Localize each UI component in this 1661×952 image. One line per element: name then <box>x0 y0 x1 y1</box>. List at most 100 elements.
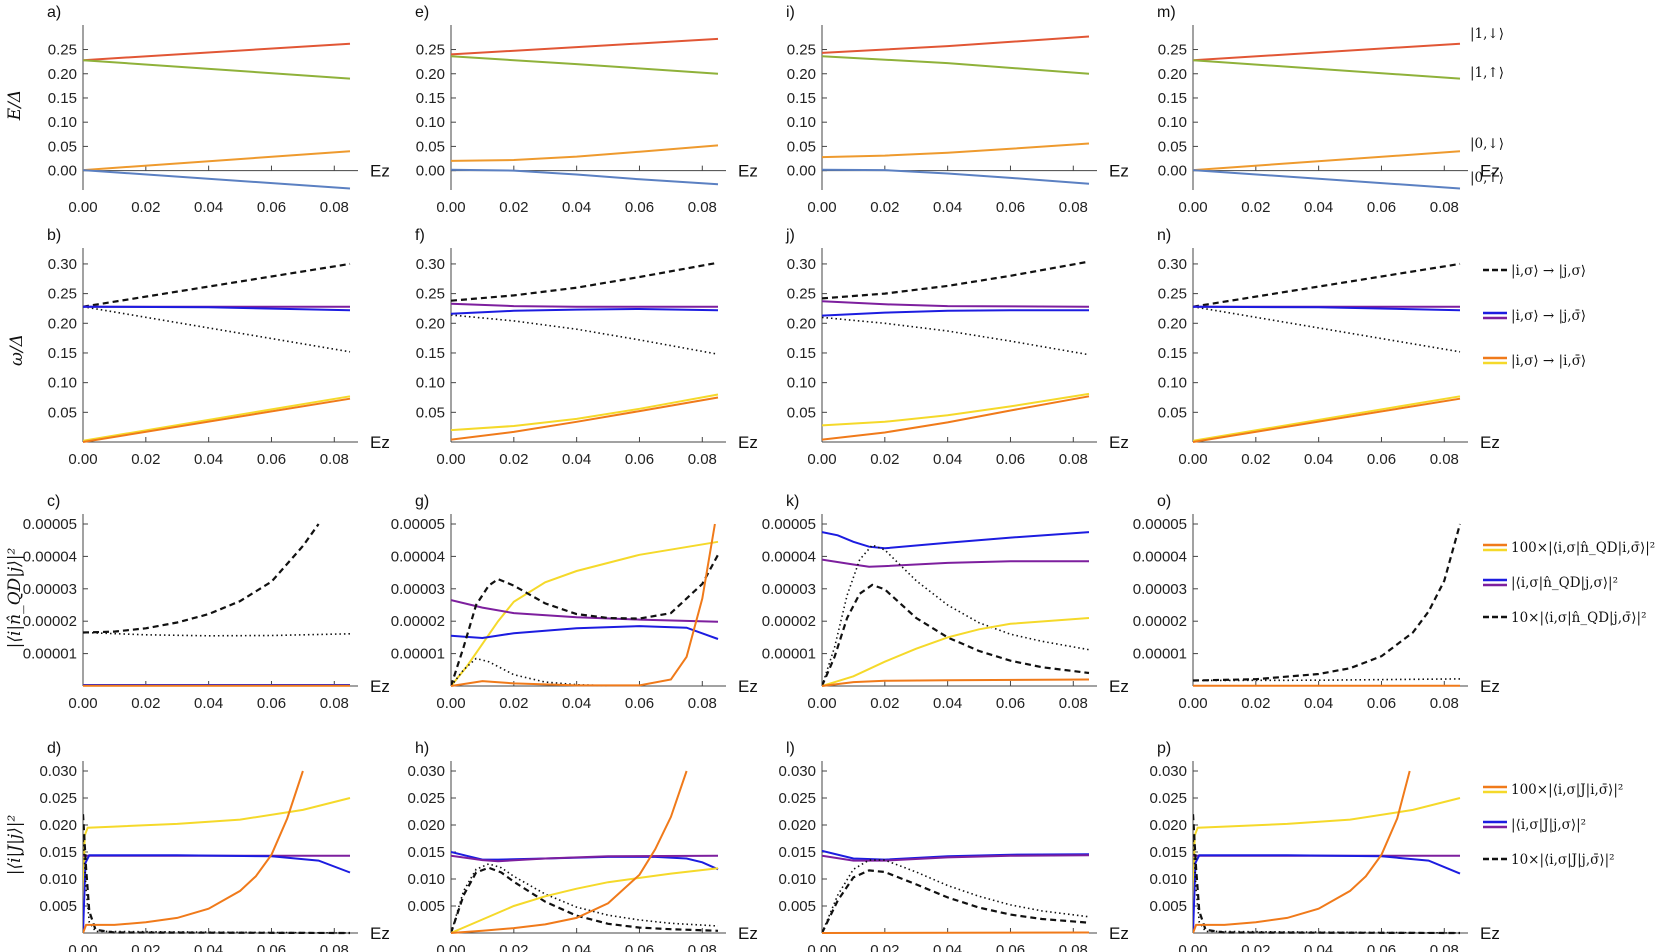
y-tick-label: 0.05 <box>1158 138 1187 155</box>
x-tick-label: 0.04 <box>933 451 962 468</box>
legend-label: |0,↓⟩ <box>1470 136 1504 152</box>
series-line <box>451 307 719 315</box>
x-tick-label: 0.02 <box>131 451 160 468</box>
x-axis-label: Ez <box>1480 924 1500 943</box>
series-line <box>822 859 1090 934</box>
y-tick-label: 0.015 <box>778 844 816 861</box>
x-tick-label: 0.08 <box>1430 451 1459 468</box>
series-line <box>451 866 719 934</box>
panel-d: d) 0.00 0.02 0.04 0.06 0.08 Ez 0.030 0.025 0.020 0… <box>39 740 389 952</box>
y-tick-label: 0.020 <box>1149 817 1187 834</box>
x-axis-label: Ez <box>1109 924 1129 943</box>
y-tick-label: 0.00001 <box>391 646 445 663</box>
series-line <box>451 393 719 432</box>
x-tick-label: 0.04 <box>194 199 223 216</box>
x-tick-label: 0.06 <box>996 695 1025 712</box>
panel-label: c) <box>47 493 60 510</box>
y-tick-label: 0.25 <box>787 286 816 303</box>
row-ylabel: ω/Δ <box>7 334 27 366</box>
x-tick-label: 0.08 <box>688 695 717 712</box>
y-tick-label: 0.05 <box>1158 404 1187 421</box>
y-tick-label: 0.15 <box>1158 90 1187 107</box>
y-tick-label: 0.00004 <box>1133 548 1187 565</box>
series-line <box>451 625 719 640</box>
panel-label: m) <box>1157 4 1176 21</box>
series-line <box>83 814 351 935</box>
panel-j: j) 0.00 0.02 0.04 0.06 0.08 Ez 0.30 0.25 0.20 0.15… <box>785 227 1129 468</box>
x-tick-label: 0.02 <box>499 199 528 216</box>
x-tick-label: 0.06 <box>257 942 286 952</box>
x-axis-label: Ez <box>1109 433 1129 452</box>
y-tick-label: 0.10 <box>1158 114 1187 131</box>
y-tick-label: 0.25 <box>1158 42 1187 59</box>
x-tick-label: 0.02 <box>870 199 899 216</box>
y-tick-label: 0.030 <box>407 763 445 780</box>
y-tick-label: 0.05 <box>787 404 816 421</box>
x-tick-label: 0.06 <box>257 695 286 712</box>
x-tick-label: 0.04 <box>1304 199 1333 216</box>
series-line <box>822 35 1090 54</box>
y-tick-label: 0.15 <box>787 90 816 107</box>
x-tick-label: 0.00 <box>436 695 465 712</box>
x-tick-label: 0.00 <box>807 942 836 952</box>
series-line <box>1193 169 1461 190</box>
x-tick-label: 0.04 <box>933 942 962 952</box>
legend-label: |1,↑⟩ <box>1470 65 1504 81</box>
panel-label: a) <box>47 4 61 21</box>
x-tick-label: 0.02 <box>1241 199 1270 216</box>
y-tick-label: 0.30 <box>787 256 816 273</box>
series-line <box>451 144 719 162</box>
y-tick-label: 0.015 <box>407 844 445 861</box>
x-axis-label: Ez <box>738 677 758 696</box>
x-tick-label: 0.04 <box>562 942 591 952</box>
x-axis-label: Ez <box>1480 677 1500 696</box>
x-tick-label: 0.06 <box>625 451 654 468</box>
series-line <box>1193 814 1461 935</box>
series-line <box>822 931 1090 934</box>
series-line <box>1193 305 1461 353</box>
panel-label: n) <box>1157 227 1171 244</box>
y-tick-label: 0.10 <box>787 114 816 131</box>
legend-label: 10×|⟨i,σ|n̂_QD|j,σ̄⟩|² <box>1511 610 1646 626</box>
panel-b: b) 0.00 0.02 0.04 0.06 0.08 Ez 0.30 0.25 0.20 0.15… <box>47 227 390 468</box>
legend-label: 100×|⟨i,σ|n̂_QD|i,σ̄⟩|² <box>1511 540 1655 556</box>
row-ylabel: |⟨i|n̂_QD|j⟩|² <box>5 547 25 648</box>
x-tick-label: 0.08 <box>1059 451 1088 468</box>
x-tick-label: 0.08 <box>688 199 717 216</box>
legend-label: |i,σ⟩ → |j,σ̄⟩ <box>1511 308 1586 324</box>
series-line <box>822 617 1090 687</box>
series-line <box>1193 835 1461 934</box>
series-line <box>1193 770 1411 934</box>
y-tick-label: 0.00002 <box>1133 613 1187 630</box>
series-line <box>451 854 719 863</box>
series-line <box>451 37 719 56</box>
series-line <box>451 554 719 687</box>
series-line <box>451 540 719 687</box>
x-tick-label: 0.04 <box>933 695 962 712</box>
series-line <box>822 583 1090 687</box>
legend-label: 100×|⟨i,σ|J|i,σ̄⟩|² <box>1511 782 1623 798</box>
y-tick-label: 0.030 <box>39 763 77 780</box>
y-tick-label: 0.005 <box>778 898 816 915</box>
y-tick-label: 0.20 <box>48 66 77 83</box>
y-tick-label: 0.20 <box>1158 315 1187 332</box>
y-tick-label: 0.10 <box>416 375 445 392</box>
panel-h: h) 0.00 0.02 0.04 0.06 0.08 Ez 0.030 0.025 0.020 0… <box>407 740 757 952</box>
x-tick-label: 0.08 <box>320 199 349 216</box>
x-tick-label: 0.02 <box>870 695 899 712</box>
y-tick-label: 0.15 <box>787 345 816 362</box>
x-tick-label: 0.04 <box>194 451 223 468</box>
panel-k: k) 0.00 0.02 0.04 0.06 0.08 Ez 0.00005 0.00004 0.… <box>762 493 1129 712</box>
series-line <box>1193 150 1461 172</box>
panel-c: c) 0.00 0.02 0.04 0.06 0.08 Ez 0.00005 0.00004 0.… <box>23 493 390 712</box>
x-tick-label: 0.00 <box>68 451 97 468</box>
y-tick-label: 0.20 <box>787 66 816 83</box>
y-tick-label: 0.10 <box>416 114 445 131</box>
series-line <box>83 305 351 353</box>
series-line <box>1193 523 1462 682</box>
y-tick-label: 0.005 <box>1149 898 1187 915</box>
y-tick-label: 0.05 <box>48 138 77 155</box>
y-tick-label: 0.05 <box>416 404 445 421</box>
panel-f: f) 0.00 0.02 0.04 0.06 0.08 Ez 0.30 0.25 0.20 0.15… <box>415 227 758 468</box>
